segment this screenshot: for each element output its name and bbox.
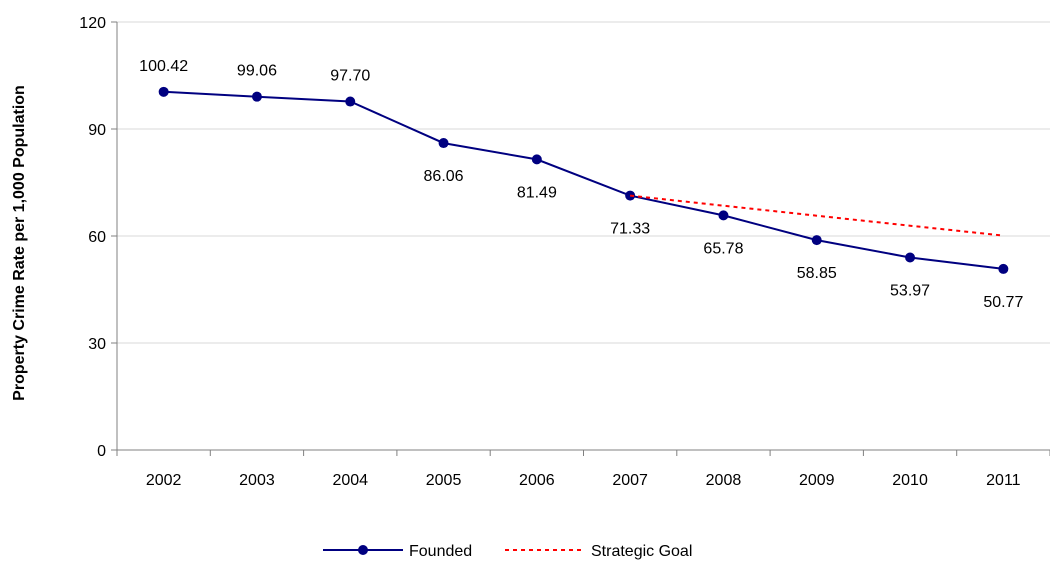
x-tick-label: 2003 bbox=[239, 472, 275, 489]
x-tick-label: 2010 bbox=[892, 472, 928, 489]
series bbox=[158, 86, 1009, 274]
gridlines bbox=[117, 21, 1050, 344]
data-point bbox=[811, 235, 822, 246]
legend-founded-marker bbox=[358, 545, 368, 555]
x-tick-label: 2005 bbox=[426, 472, 462, 489]
data-point bbox=[531, 154, 542, 165]
data-labels: 100.42 99.06 97.70 86.06 81.49 71.33 65.78 58.8… bbox=[139, 58, 1023, 311]
data-label: 58.85 bbox=[797, 265, 837, 282]
y-tick-label: 120 bbox=[79, 15, 106, 32]
data-label: 71.33 bbox=[610, 221, 650, 238]
y-axis-title: Property Crime Rate per 1,000 Population bbox=[11, 85, 28, 401]
x-tick-label: 2008 bbox=[706, 472, 742, 489]
data-point bbox=[905, 252, 916, 263]
data-label: 65.78 bbox=[703, 240, 743, 257]
series-line-founded bbox=[163, 90, 1004, 270]
data-point bbox=[998, 263, 1009, 274]
x-tick-label: 2006 bbox=[519, 472, 555, 489]
legend-founded-label: Founded bbox=[409, 543, 472, 560]
data-label: 99.06 bbox=[237, 63, 277, 80]
data-label: 50.77 bbox=[983, 294, 1023, 311]
axes: 0 30 60 90 120 2002 2003 2004 2005 2006 2007 2008 20… bbox=[79, 15, 1050, 489]
data-point bbox=[438, 138, 449, 149]
data-point bbox=[251, 91, 262, 102]
y-tick-label: 0 bbox=[97, 443, 106, 460]
legend: Founded Strategic Goal bbox=[323, 543, 692, 560]
data-point bbox=[158, 86, 169, 97]
data-point bbox=[718, 210, 729, 221]
y-tick-label: 60 bbox=[88, 229, 106, 246]
data-label: 100.42 bbox=[139, 58, 188, 75]
data-label: 81.49 bbox=[517, 184, 557, 201]
x-tick-label: 2004 bbox=[332, 472, 368, 489]
x-tick-label: 2009 bbox=[799, 472, 835, 489]
x-tick-label: 2007 bbox=[612, 472, 648, 489]
y-tick-label: 90 bbox=[88, 122, 106, 139]
data-label: 97.70 bbox=[330, 68, 370, 85]
y-tick-label: 30 bbox=[88, 336, 106, 353]
data-label: 86.06 bbox=[424, 168, 464, 185]
data-point bbox=[345, 96, 356, 107]
data-label: 53.97 bbox=[890, 283, 930, 300]
x-tick-label: 2011 bbox=[986, 472, 1021, 489]
series-line-strategic-goal bbox=[629, 194, 1004, 237]
legend-strategic-goal-label: Strategic Goal bbox=[591, 543, 692, 560]
x-tick-label: 2002 bbox=[146, 472, 182, 489]
